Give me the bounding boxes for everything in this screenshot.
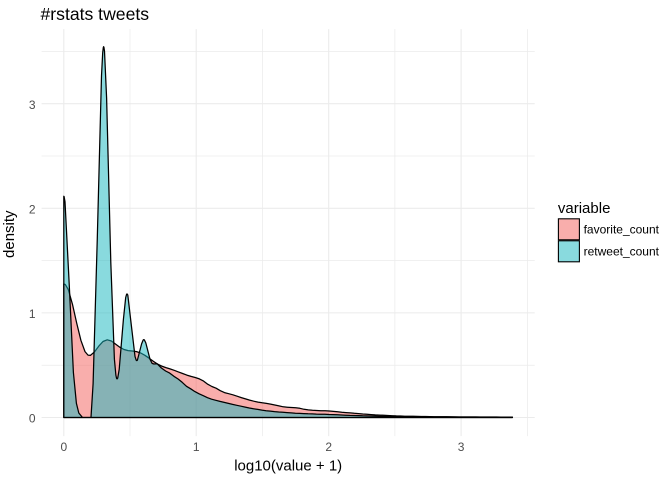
svg-text:#rstats tweets: #rstats tweets [41,4,150,24]
svg-text:1: 1 [193,440,200,454]
svg-text:3: 3 [29,98,36,112]
svg-text:1: 1 [29,307,36,321]
svg-text:2: 2 [325,440,332,454]
svg-text:0: 0 [60,440,67,454]
svg-text:variable: variable [558,200,611,217]
svg-text:favorite_count: favorite_count [584,222,660,236]
svg-text:2: 2 [29,202,36,216]
svg-text:density: density [1,210,18,258]
svg-text:retweet_count: retweet_count [584,244,660,258]
svg-text:log10(value + 1): log10(value + 1) [234,458,342,475]
svg-text:0: 0 [29,412,36,426]
svg-text:3: 3 [458,440,465,454]
